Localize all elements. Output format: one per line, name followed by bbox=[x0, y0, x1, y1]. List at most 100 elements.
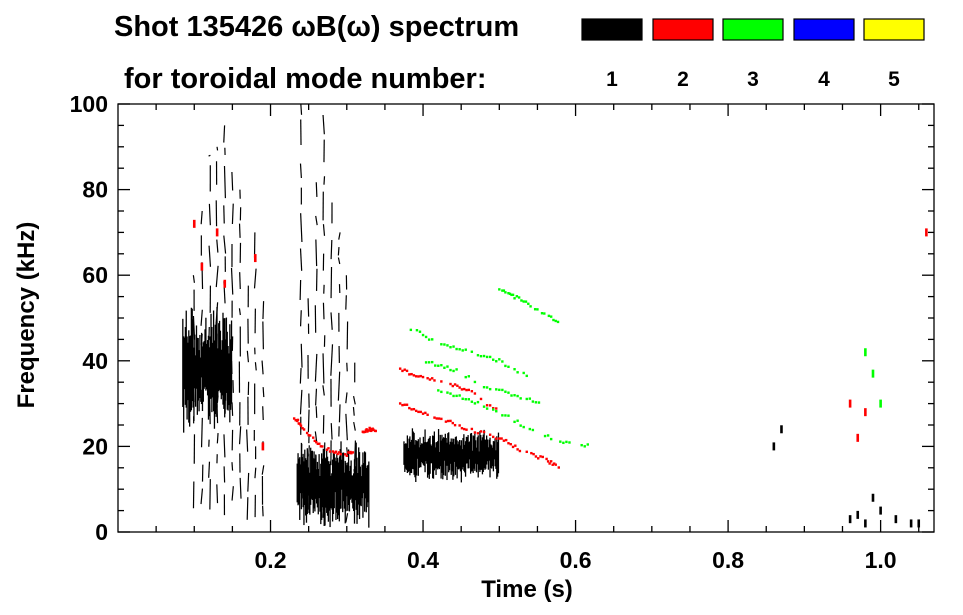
mark-mode-3-point bbox=[476, 400, 480, 404]
y-tick-label: 40 bbox=[82, 348, 108, 374]
mark-mode-2-point bbox=[557, 466, 560, 469]
mark-mode-2-point bbox=[215, 228, 219, 237]
mark-mode-2-point bbox=[449, 382, 452, 386]
mark-mode-1-point bbox=[848, 515, 852, 524]
mark-mode-1-spike bbox=[200, 417, 203, 448]
mark-mode-3-point bbox=[586, 443, 589, 446]
mark-mode-3-point bbox=[443, 366, 446, 369]
mark-mode-1-spike bbox=[261, 360, 264, 375]
mark-mode-1-spike bbox=[345, 471, 348, 493]
mark-mode-2-point bbox=[299, 423, 302, 426]
mark-mode-1-spike bbox=[231, 402, 234, 416]
mark-mode-2-point bbox=[426, 377, 429, 380]
x-tick-label: 0.2 bbox=[255, 547, 287, 573]
mark-mode-2-point bbox=[511, 445, 515, 449]
mark-mode-2-point bbox=[514, 444, 517, 447]
mark-mode-2-point bbox=[372, 428, 375, 431]
mark-mode-2-point bbox=[398, 402, 402, 405]
mark-mode-3-point bbox=[504, 414, 507, 417]
mark-mode-3-point bbox=[549, 315, 553, 318]
mark-mode-2-point bbox=[200, 262, 204, 271]
mark-mode-1-spike bbox=[200, 210, 203, 225]
mark-mode-3-point bbox=[498, 388, 501, 392]
mark-mode-2-point bbox=[408, 406, 411, 410]
mark-mode-1-spike bbox=[307, 298, 310, 317]
mark-mode-1-spike bbox=[299, 248, 303, 271]
mark-mode-3-point bbox=[427, 361, 431, 364]
mark-mode-2-point bbox=[548, 462, 551, 465]
mark-mode-3-point bbox=[440, 390, 443, 394]
mark-mode-3-point bbox=[492, 408, 495, 411]
mark-mode-3-point bbox=[482, 405, 486, 408]
mark-mode-3-point bbox=[533, 308, 537, 311]
mark-mode-1-point bbox=[864, 519, 867, 528]
mark-mode-2-point bbox=[546, 460, 550, 463]
mark-mode-2-point bbox=[351, 451, 355, 454]
mark-mode-2-point bbox=[424, 411, 427, 415]
mark-mode-2-point bbox=[412, 407, 416, 411]
mark-mode-2-point bbox=[412, 374, 416, 377]
mark-mode-1-spike bbox=[322, 302, 325, 320]
mark-mode-2-point bbox=[339, 453, 342, 456]
mark-mode-2-point bbox=[363, 430, 367, 434]
mark-mode-3-point bbox=[528, 427, 532, 431]
mark-mode-2-point bbox=[417, 375, 420, 378]
mark-mode-3-point bbox=[409, 328, 413, 332]
mark-mode-3-point bbox=[455, 394, 458, 398]
mark-mode-1-spike bbox=[338, 456, 341, 477]
mark-mode-2-point bbox=[299, 424, 303, 427]
chart-title: Shot 135426 ωB(ω) spectrum bbox=[114, 11, 519, 43]
mark-mode-1-spike bbox=[231, 486, 234, 501]
mark-mode-1-spike bbox=[330, 423, 333, 440]
mark-mode-3-point bbox=[547, 314, 551, 318]
legend-swatch-mode-4 bbox=[793, 18, 855, 41]
mark-mode-2-point bbox=[301, 427, 304, 430]
mark-mode-3-point bbox=[446, 391, 449, 394]
mark-mode-2-point bbox=[495, 437, 498, 440]
mark-mode-1-spike bbox=[315, 215, 318, 226]
mark-mode-3-point bbox=[525, 374, 528, 378]
mark-mode-2-point bbox=[296, 418, 300, 422]
mark-mode-3-point bbox=[543, 312, 546, 315]
series-1-mode-1 bbox=[296, 441, 370, 528]
mark-mode-2-point bbox=[305, 431, 309, 435]
mark-mode-2-point bbox=[292, 417, 296, 420]
mark-mode-2-point bbox=[507, 442, 510, 445]
x-tick-label: 0.6 bbox=[560, 547, 592, 573]
mark-mode-1-spike bbox=[216, 146, 219, 151]
mark-mode-1-spike bbox=[262, 406, 264, 421]
mark-mode-2-point bbox=[312, 436, 315, 439]
mark-mode-2-point bbox=[463, 427, 466, 431]
mark-mode-3-point bbox=[495, 360, 498, 363]
mark-mode-3-point bbox=[507, 292, 510, 295]
mark-mode-2-point bbox=[347, 451, 350, 454]
mark-mode-2-point bbox=[498, 437, 501, 440]
mark-mode-3-point bbox=[531, 428, 535, 432]
mark-mode-1-spike bbox=[330, 344, 334, 376]
x-axis: 0.2 0.4 0.6 0.8 1.0 bbox=[155, 104, 920, 573]
mark-mode-1-spike bbox=[315, 239, 318, 267]
mark-mode-3-point bbox=[525, 397, 528, 401]
mark-mode-1-spike bbox=[322, 487, 326, 518]
mark-mode-2-point bbox=[525, 450, 528, 454]
mark-mode-2-point bbox=[327, 447, 330, 450]
mark-mode-2-point bbox=[440, 380, 443, 383]
mark-mode-3-point bbox=[467, 375, 471, 378]
mark-mode-1-spike bbox=[216, 239, 219, 253]
mark-mode-1-spike bbox=[314, 431, 318, 443]
mark-mode-3-point bbox=[437, 389, 440, 392]
series-10-mode-2 bbox=[848, 228, 928, 442]
mark-mode-2-point bbox=[456, 384, 459, 387]
mark-mode-2-point bbox=[440, 417, 443, 421]
mark-mode-1-spike bbox=[223, 349, 226, 373]
mark-mode-3-point bbox=[502, 289, 506, 292]
mark-mode-3-point bbox=[549, 437, 553, 441]
mark-mode-3-point bbox=[488, 387, 492, 391]
mark-mode-1-spike bbox=[330, 312, 333, 330]
mark-mode-1-spike bbox=[352, 406, 355, 416]
mark-mode-2-point bbox=[539, 455, 542, 458]
mark-mode-3-point bbox=[498, 358, 501, 361]
mark-mode-1-spike bbox=[208, 461, 211, 478]
mark-mode-1-spike bbox=[192, 316, 196, 340]
mark-mode-2-point bbox=[428, 378, 432, 381]
